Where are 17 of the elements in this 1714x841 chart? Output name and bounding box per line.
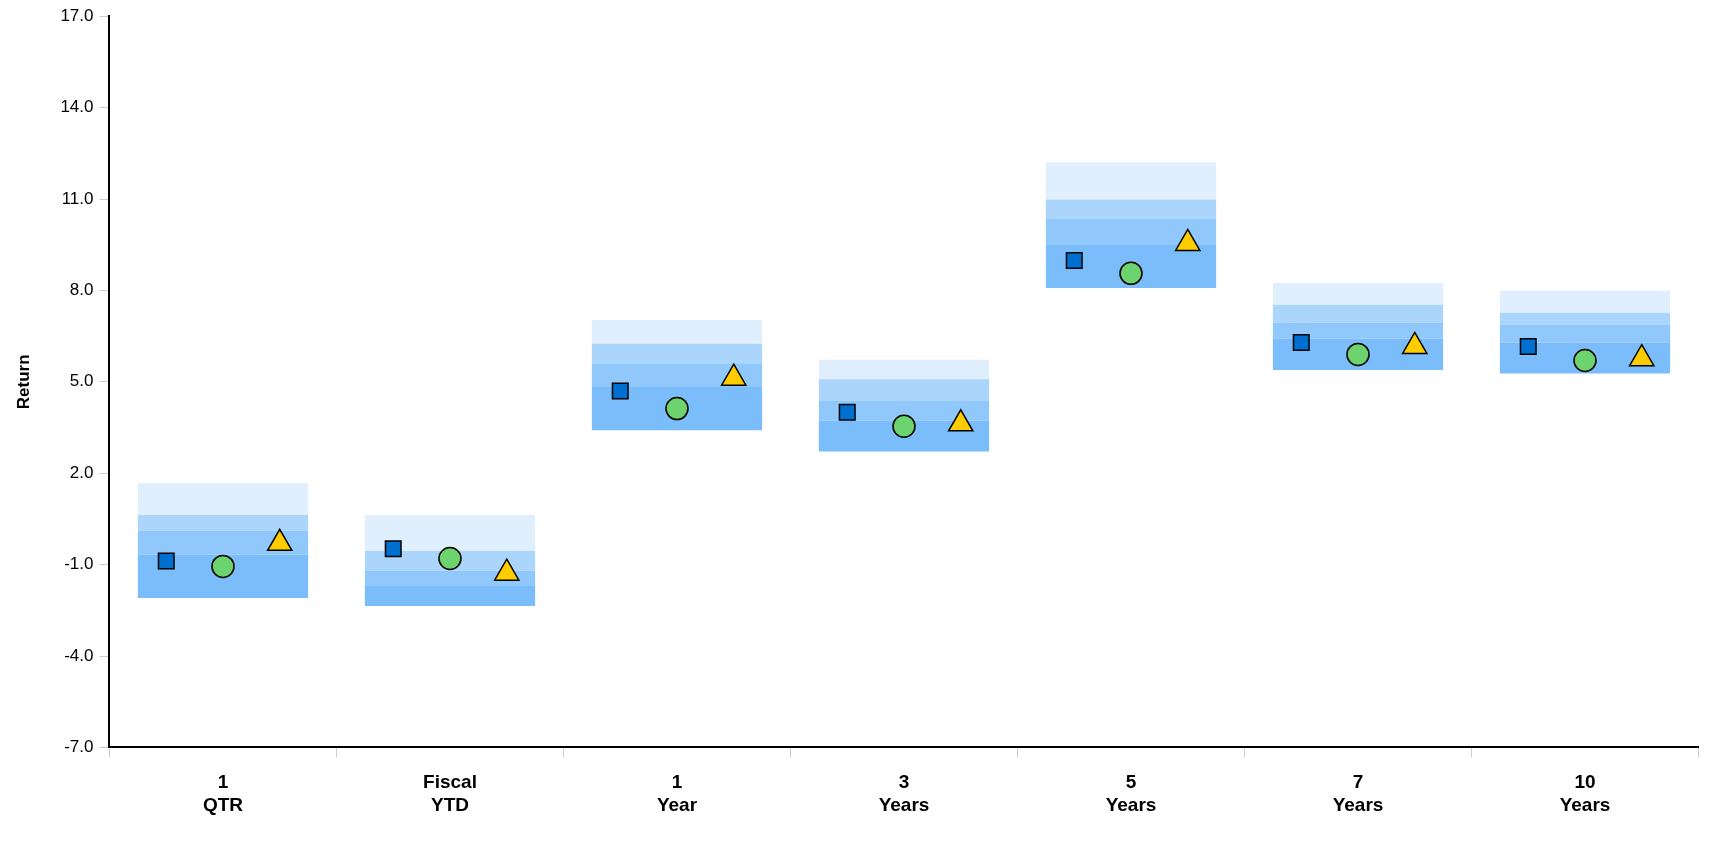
x-tick-label: 10 Years bbox=[1559, 771, 1611, 815]
y-tick-label: 2.0 bbox=[69, 462, 94, 482]
x-tick-label: 7 Years bbox=[1332, 771, 1384, 815]
y-axis-title: Return bbox=[13, 354, 33, 410]
x-tick-label: 1 QTR bbox=[202, 771, 244, 815]
y-tick-label: 11.0 bbox=[61, 188, 94, 208]
y-tick-label: -7.0 bbox=[64, 737, 94, 757]
x-tick-label: Fiscal YTD bbox=[423, 771, 477, 815]
y-tick-label: 5.0 bbox=[69, 371, 94, 391]
y-tick-label: -1.0 bbox=[64, 554, 94, 574]
y-tick-label: 8.0 bbox=[69, 280, 94, 300]
y-tick-label: 17.0 bbox=[60, 5, 94, 25]
x-tick-label: 3 Years bbox=[878, 771, 930, 815]
x-tick-label: 1 Year bbox=[656, 771, 698, 815]
x-tick-label: 5 Years bbox=[1105, 771, 1157, 815]
y-tick-label: -4.0 bbox=[64, 645, 94, 665]
y-tick-label: 14.0 bbox=[60, 97, 94, 117]
